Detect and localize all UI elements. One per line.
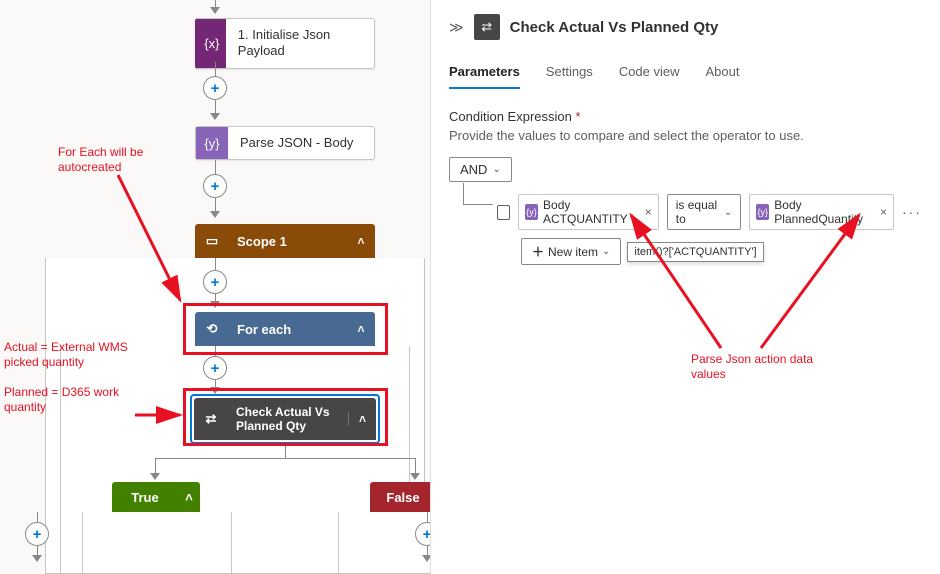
action-initialise-json[interactable]: {x} 1. Initialise Json Payload: [195, 18, 375, 69]
collapse-icon[interactable]: ≫: [449, 19, 464, 36]
row-more-icon[interactable]: ···: [902, 204, 922, 220]
parse-json-icon: {y}: [756, 204, 769, 220]
scope-label: Scope 1: [229, 234, 347, 249]
tab-codeview[interactable]: Code view: [619, 58, 680, 89]
annotation-text: Actual = External WMS picked quantity Pl…: [4, 340, 144, 415]
scope-header[interactable]: ▭ Scope 1 ˄: [195, 224, 375, 258]
flow-canvas: {x} 1. Initialise Json Payload + {y} Par…: [0, 0, 430, 574]
field-label: Condition Expression *: [449, 109, 922, 124]
remove-token-icon[interactable]: ×: [880, 205, 887, 219]
add-step-button[interactable]: +: [203, 270, 227, 294]
action-parse-json[interactable]: {y} Parse JSON - Body: [195, 126, 375, 160]
condition-icon: ⇄: [194, 402, 228, 436]
condition-header[interactable]: ⇄ Check Actual Vs Planned Qty ˄: [194, 398, 376, 440]
chevron-up-icon[interactable]: ˄: [347, 234, 375, 248]
condition-icon: ⇄: [474, 14, 500, 40]
group-operator-dropdown[interactable]: AND⌄: [449, 157, 512, 182]
chevron-up-icon[interactable]: ˄: [178, 490, 200, 505]
details-panel: ≫ ⇄ Check Actual Vs Planned Qty Paramete…: [430, 0, 940, 574]
foreach-label: For each: [229, 322, 347, 337]
condition-label: Check Actual Vs Planned Qty: [228, 405, 348, 434]
chevron-up-icon[interactable]: ˄: [347, 322, 375, 336]
branch-false-label: False: [370, 490, 436, 505]
tab-parameters[interactable]: Parameters: [449, 58, 520, 89]
add-step-button[interactable]: +: [203, 356, 227, 380]
scope-icon: ▭: [195, 224, 229, 258]
condition-row: {y} Body ACTQUANTITY × is equal to⌄ {y} …: [497, 194, 922, 230]
chevron-up-icon[interactable]: ˄: [348, 412, 376, 426]
tab-about[interactable]: About: [706, 58, 740, 89]
row-checkbox[interactable]: [497, 205, 510, 220]
annotation-text: Parse Json action data values: [691, 352, 821, 382]
new-item-button[interactable]: ＋New item⌄: [521, 238, 621, 265]
branch-true-header[interactable]: True ˄: [112, 482, 200, 512]
add-step-button[interactable]: +: [203, 76, 227, 100]
foreach-header[interactable]: ⟲ For each ˄: [195, 312, 375, 346]
branch-true-label: True: [112, 490, 178, 505]
parse-json-icon: {y}: [525, 204, 538, 220]
variable-icon: {x}: [198, 19, 226, 68]
action-label: 1. Initialise Json Payload: [226, 19, 374, 68]
token-left-operand[interactable]: {y} Body ACTQUANTITY ×: [518, 194, 659, 230]
parse-json-icon: {y}: [196, 127, 228, 159]
tab-settings[interactable]: Settings: [546, 58, 593, 89]
field-help: Provide the values to compare and select…: [449, 128, 922, 143]
action-label: Parse JSON - Body: [228, 127, 365, 159]
panel-title: Check Actual Vs Planned Qty: [510, 19, 719, 36]
add-step-button[interactable]: +: [25, 522, 49, 546]
tabs: Parameters Settings Code view About: [449, 58, 922, 89]
operator-dropdown[interactable]: is equal to⌄: [667, 194, 741, 230]
remove-token-icon[interactable]: ×: [645, 205, 652, 219]
loop-icon: ⟲: [195, 312, 229, 346]
add-step-button[interactable]: +: [203, 174, 227, 198]
token-right-operand[interactable]: {y} Body PlannedQuantity ×: [749, 194, 894, 230]
annotation-text: For Each will be autocreated: [58, 145, 158, 175]
expression-tooltip: item()?['ACTQUANTITY']: [627, 242, 763, 262]
